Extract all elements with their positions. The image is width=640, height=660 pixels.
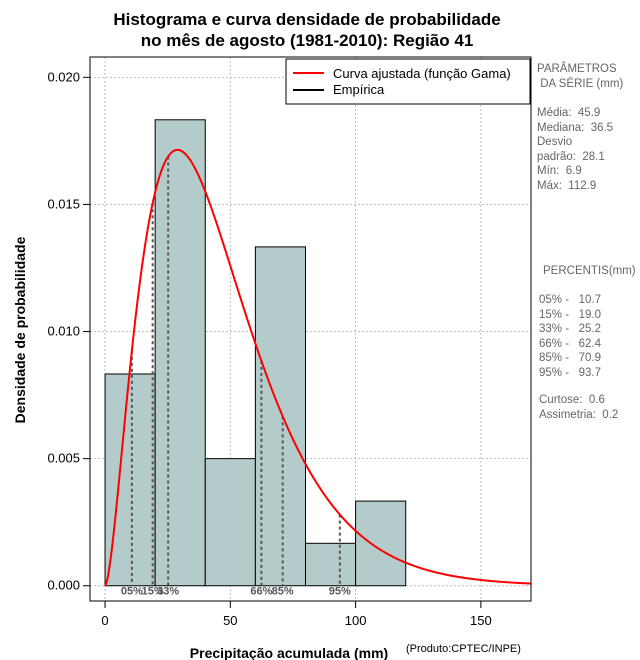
legend-label-empirical: Empírica [333,82,385,97]
params-title: PARÂMETROS DA SÉRIE (mm) [537,63,624,90]
x-axis-label: Precipitação acumulada (mm) [190,645,388,660]
percentis-title: PERCENTIS(mm) [543,265,636,277]
axes: 0 50 100 150 0.000 0.005 0.010 0.015 0.020 [47,69,491,628]
percentile-marker-label-5: 95% [329,586,351,598]
gamma-curve-layer [104,148,532,587]
x-tick-label: 150 [470,613,492,628]
y-tick-label: 0.005 [47,451,80,466]
histogram-bars [104,119,407,587]
legend-box [285,58,531,105]
percentile-marker-label-4: 85% [272,586,294,598]
percentile-marker-label-3: 66% [250,586,272,598]
y-tick-label: 0.010 [47,324,80,339]
credit-text: (Produto:CPTEC/INPE) [406,643,521,655]
shape-stats-body: Curtose: 0.6 Assimetria: 0.2 [539,394,619,421]
percentile-marker-label-0: 05% [121,586,143,598]
x-tick-label: 50 [223,613,237,628]
x-tick-label: 100 [345,613,367,628]
x-tick-label: 0 [101,613,108,628]
histogram-bar-1 [154,119,206,587]
histogram-bar-3 [254,246,306,587]
percentile-marker-label-2: 33% [157,586,179,598]
percentis-body: 05% - 10.7 15% - 19.0 33% - 25.2 66% - 6… [539,294,602,379]
chart-title-line2: no mês de agosto (1981-2010): Região 41 [141,31,474,50]
percentile-marker-label-1: 15% [142,586,164,598]
histogram-bar-4 [304,542,357,587]
y-tick-label: 0.015 [47,196,80,211]
histogram-bar-2 [204,458,256,587]
percentile-markers: 05%15%33% 66% 85% 95% [121,156,351,598]
histogram-bar-5 [355,500,407,587]
plot-frame [89,56,532,602]
y-tick-label: 0.000 [47,578,80,593]
histogram-bar-0 [104,373,156,587]
params-body: Média: 45.9 Mediana: 36.5 Desvio padrão:… [537,107,614,192]
y-tick-label: 0.020 [47,69,80,84]
legend: Curva ajustada (função Gama) Empírica [285,58,531,105]
chart-title-line1: Histograma e curva densidade de probabil… [113,10,500,29]
gamma-fit-curve [104,148,532,587]
legend-label-fitted: Curva ajustada (função Gama) [333,66,511,81]
y-axis-label: Densidade de probabilidade [12,236,28,423]
